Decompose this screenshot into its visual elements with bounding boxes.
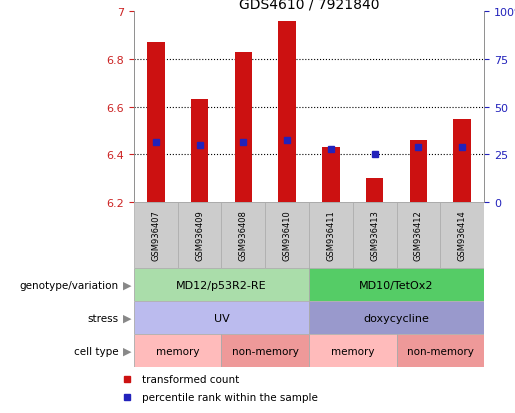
- Text: ▶: ▶: [123, 280, 131, 290]
- Bar: [309, 335, 397, 368]
- Text: memory: memory: [331, 346, 374, 356]
- Text: GSM936409: GSM936409: [195, 210, 204, 261]
- Text: GSM936407: GSM936407: [151, 210, 160, 261]
- Bar: [409, 141, 427, 202]
- Bar: [178, 202, 221, 268]
- Text: GSM936410: GSM936410: [283, 210, 291, 261]
- Bar: [353, 202, 397, 268]
- Text: GSM936411: GSM936411: [327, 210, 335, 261]
- Bar: [397, 202, 440, 268]
- Bar: [134, 268, 309, 301]
- Bar: [265, 202, 309, 268]
- Text: transformed count: transformed count: [142, 374, 239, 384]
- Bar: [366, 179, 383, 202]
- Bar: [309, 301, 484, 335]
- Text: ▶: ▶: [123, 346, 131, 356]
- Text: percentile rank within the sample: percentile rank within the sample: [142, 392, 318, 402]
- Bar: [134, 301, 309, 335]
- Text: memory: memory: [156, 346, 199, 356]
- Bar: [309, 202, 353, 268]
- Text: GSM936413: GSM936413: [370, 210, 379, 261]
- Text: genotype/variation: genotype/variation: [20, 280, 118, 290]
- Bar: [134, 335, 221, 368]
- Bar: [221, 202, 265, 268]
- Text: GSM936414: GSM936414: [458, 210, 467, 261]
- Bar: [147, 43, 164, 202]
- Bar: [221, 335, 309, 368]
- Text: non-memory: non-memory: [407, 346, 474, 356]
- Text: GSM936408: GSM936408: [239, 210, 248, 261]
- Text: GSM936412: GSM936412: [414, 210, 423, 261]
- Text: non-memory: non-memory: [232, 346, 299, 356]
- Text: cell type: cell type: [74, 346, 118, 356]
- Bar: [278, 22, 296, 202]
- Text: stress: stress: [88, 313, 118, 323]
- Title: GDS4610 / 7921840: GDS4610 / 7921840: [239, 0, 379, 11]
- Bar: [134, 202, 178, 268]
- Bar: [453, 119, 471, 202]
- Text: ▶: ▶: [123, 313, 131, 323]
- Text: doxycycline: doxycycline: [364, 313, 430, 323]
- Text: UV: UV: [214, 313, 229, 323]
- Bar: [397, 335, 484, 368]
- Bar: [309, 268, 484, 301]
- Bar: [191, 100, 208, 202]
- Text: MD12/p53R2-RE: MD12/p53R2-RE: [176, 280, 267, 290]
- Text: MD10/TetOx2: MD10/TetOx2: [359, 280, 434, 290]
- Bar: [234, 53, 252, 202]
- Bar: [440, 202, 484, 268]
- Bar: [322, 148, 339, 202]
